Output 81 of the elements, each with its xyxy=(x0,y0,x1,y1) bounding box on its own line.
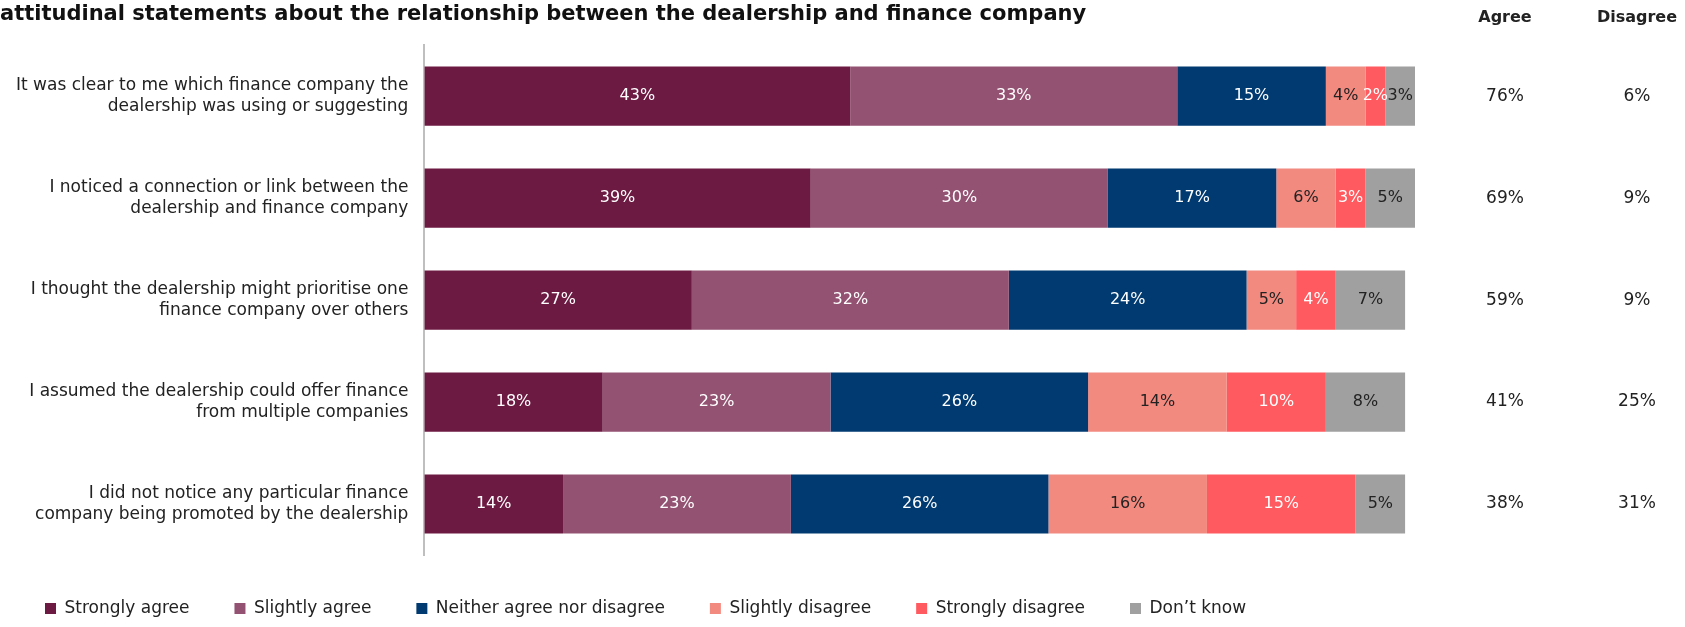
text: 9% xyxy=(1623,186,1651,207)
data-label: 26% xyxy=(941,391,978,411)
data-label: 17% xyxy=(1174,187,1210,207)
data-label: 14% xyxy=(1139,391,1176,411)
bar xyxy=(1206,474,1356,534)
bar xyxy=(563,474,791,534)
bar xyxy=(790,474,1049,534)
data-label: 33% xyxy=(996,85,1032,105)
data-label: 23% xyxy=(698,391,735,411)
data-label: 3% xyxy=(1387,85,1413,105)
bar xyxy=(1048,474,1207,534)
bar xyxy=(1177,66,1326,126)
data-label: 5% xyxy=(1377,187,1403,207)
bar xyxy=(424,168,811,228)
legend-label: Strongly disagree xyxy=(935,596,1085,617)
bar xyxy=(1325,66,1366,126)
text: Disagree xyxy=(1596,7,1678,27)
data-label: 4% xyxy=(1332,85,1359,105)
chart-title: attitudinal statements about the relationship between the dealership and finance company xyxy=(0,1,1087,26)
legend-label: Slightly disagree xyxy=(729,596,872,617)
data-label: 3% xyxy=(1337,187,1364,207)
data-label: 6% xyxy=(1293,187,1319,207)
text: 6% xyxy=(1623,84,1651,105)
legend-label: Strongly agree xyxy=(64,596,190,617)
text: 76% xyxy=(1486,84,1524,105)
bar xyxy=(1088,372,1227,432)
data-label: 15% xyxy=(1263,493,1300,513)
bar xyxy=(1246,270,1297,330)
data-label: 4% xyxy=(1303,289,1329,309)
bar xyxy=(1365,168,1415,228)
legend-label: Neither agree nor disagree xyxy=(435,596,665,617)
bar xyxy=(1226,372,1326,432)
y-tick-label: I did not notice any particular finance company being promoted by the dealership xyxy=(35,482,409,523)
data-label: 10% xyxy=(1258,391,1295,411)
text: 69% xyxy=(1486,186,1524,207)
bar xyxy=(1008,270,1247,330)
data-label: 32% xyxy=(832,289,869,309)
bar xyxy=(424,66,851,126)
bar xyxy=(1296,270,1336,330)
text: 41% xyxy=(1486,390,1524,411)
data-label: 5% xyxy=(1258,289,1285,309)
text: 31% xyxy=(1618,492,1656,513)
bar xyxy=(691,270,1009,330)
legend-label: Slightly agree xyxy=(253,596,372,617)
data-label: 23% xyxy=(659,493,695,513)
bar xyxy=(1325,372,1406,432)
data-label: 39% xyxy=(599,187,636,207)
data-label: 30% xyxy=(941,187,978,207)
data-label: 8% xyxy=(1352,391,1379,411)
data-label: 15% xyxy=(1233,85,1270,105)
bar xyxy=(830,372,1089,432)
data-label: 14% xyxy=(475,493,512,513)
bar xyxy=(1335,270,1406,330)
legend-label: Don’t know xyxy=(1149,596,1247,617)
bar xyxy=(602,372,831,432)
data-label: 27% xyxy=(540,289,576,309)
bar xyxy=(1385,66,1415,126)
data-label: 43% xyxy=(619,85,656,105)
data-label: 7% xyxy=(1357,289,1384,309)
bar xyxy=(850,66,1178,126)
text: 59% xyxy=(1486,288,1524,309)
bar xyxy=(810,168,1108,228)
bar xyxy=(1107,168,1277,228)
bar xyxy=(1355,474,1406,534)
y-tick-label: It was clear to me which finance company the dealership was using or suggesting xyxy=(15,74,409,115)
text: Agree xyxy=(1478,7,1532,27)
text: 25% xyxy=(1618,390,1656,411)
y-tick-label: I noticed a connection or link between the dealership and finance company xyxy=(49,176,409,217)
text: 38% xyxy=(1486,492,1524,513)
data-label: 16% xyxy=(1109,493,1146,513)
data-label: 24% xyxy=(1109,289,1146,309)
y-tick-label: I thought the dealership might prioritise one finance company over others xyxy=(30,278,409,319)
bar xyxy=(1276,168,1336,228)
bar xyxy=(424,474,564,534)
data-label: 18% xyxy=(495,391,532,411)
data-label: 5% xyxy=(1367,493,1394,513)
text: 9% xyxy=(1623,288,1651,309)
data-label: 26% xyxy=(901,493,938,513)
bar xyxy=(424,270,692,330)
y-tick-label: I assumed the dealership could offer finance from multiple companies xyxy=(29,380,409,421)
bar xyxy=(424,372,603,432)
